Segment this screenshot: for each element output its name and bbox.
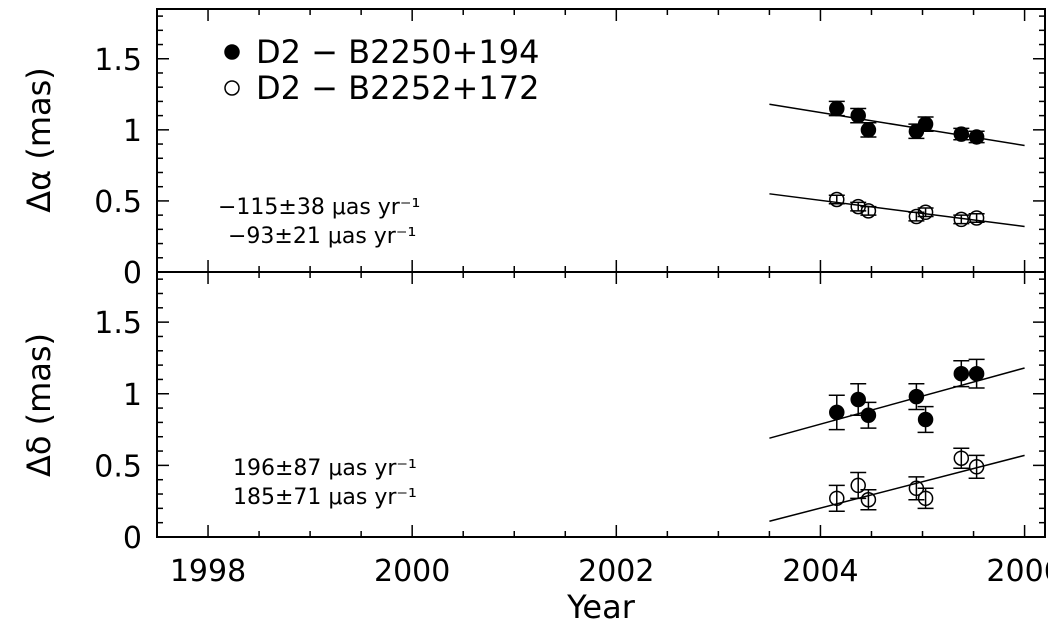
bottom-open-series-fit-line — [769, 454, 1025, 522]
bottom-filled-series-point — [908, 388, 925, 405]
x-tick-label: 2002 — [578, 554, 654, 589]
x-axis-ticks: 1998 2000 2002 2004 2006 — [170, 554, 1048, 589]
bottom-filled-series-point — [829, 404, 845, 421]
top-rate-annotation-1: −115±38 μas yr⁻¹ — [218, 195, 420, 220]
bottom-filled-series-point — [860, 407, 877, 423]
legend-filled-marker — [224, 44, 240, 60]
bottom-rate-annotation-1: 196±87 μas yr⁻¹ — [233, 456, 417, 481]
bottom-open-series-point — [917, 490, 934, 507]
top-open-series-point — [917, 204, 934, 221]
top-filled-series-point — [968, 129, 985, 145]
top-panel: 0 0.5 1 1.5 Δα (mas) −115±38 μas yr⁻¹ −93±2… — [20, 8, 1046, 291]
top-filled-series-fit-line — [769, 103, 1025, 147]
bottom-open-series-point — [968, 459, 985, 475]
legend: D2 − B2250+194 D2 − B2252+172 — [224, 33, 539, 107]
legend-label-1: D2 − B2250+194 — [256, 33, 539, 71]
top-y-tick-label: 0.5 — [94, 185, 142, 220]
bottom-y-tick-label: 1.5 — [94, 306, 142, 341]
bottom-open-series-point — [953, 450, 970, 466]
legend-label-2: D2 − B2252+172 — [256, 69, 539, 107]
bottom-panel-ylabel: Δδ (mas) — [20, 333, 58, 477]
bottom-open-series-point — [829, 490, 845, 507]
x-tick-label: 2006 — [986, 554, 1048, 589]
top-y-tick-label: 0 — [123, 256, 142, 291]
bottom-panel: 0 0.5 1 1.5 Δδ (mas) 196±87 μas yr⁻¹ 185±71… — [20, 271, 1046, 556]
top-open-series-point — [829, 191, 845, 208]
bottom-filled-series-point — [917, 411, 934, 428]
top-filled-series-point — [860, 122, 877, 138]
top-panel-ylabel: Δα (mas) — [20, 67, 58, 213]
bottom-y-tick-label: 1 — [123, 378, 142, 413]
top-open-series-point — [953, 211, 970, 228]
top-rate-annotation-2: −93±21 μas yr⁻¹ — [228, 224, 416, 249]
legend-open-marker — [224, 80, 240, 96]
bottom-y-tick-label: 0.5 — [94, 449, 142, 484]
top-y-tick-label: 1.5 — [94, 43, 142, 78]
top-filled-series-point — [850, 107, 866, 124]
bottom-filled-series-point — [968, 365, 985, 382]
bottom-filled-series-point — [953, 365, 970, 382]
bottom-open-series-point — [850, 477, 866, 494]
top-filled-series-point — [917, 116, 934, 132]
bottom-panel-frame — [156, 271, 1046, 538]
bottom-filled-series-point — [850, 391, 866, 408]
x-axis-title: Year — [566, 588, 636, 626]
top-open-series-point — [968, 210, 985, 226]
bottom-rate-annotation-2: 185±71 μas yr⁻¹ — [233, 485, 417, 510]
bottom-open-series-point — [860, 492, 877, 508]
top-y-tick-label: 1 — [123, 114, 142, 149]
top-open-series-fit-line — [769, 193, 1025, 228]
x-tick-label: 1998 — [170, 554, 246, 589]
top-open-series-point — [860, 203, 877, 219]
bottom-filled-series-fit-line — [769, 367, 1025, 439]
top-filled-series-point — [829, 100, 845, 117]
x-tick-label: 2000 — [374, 554, 450, 589]
top-filled-series-point — [953, 126, 970, 142]
bottom-y-tick-label: 0 — [123, 521, 142, 556]
x-tick-label: 2004 — [782, 554, 858, 589]
